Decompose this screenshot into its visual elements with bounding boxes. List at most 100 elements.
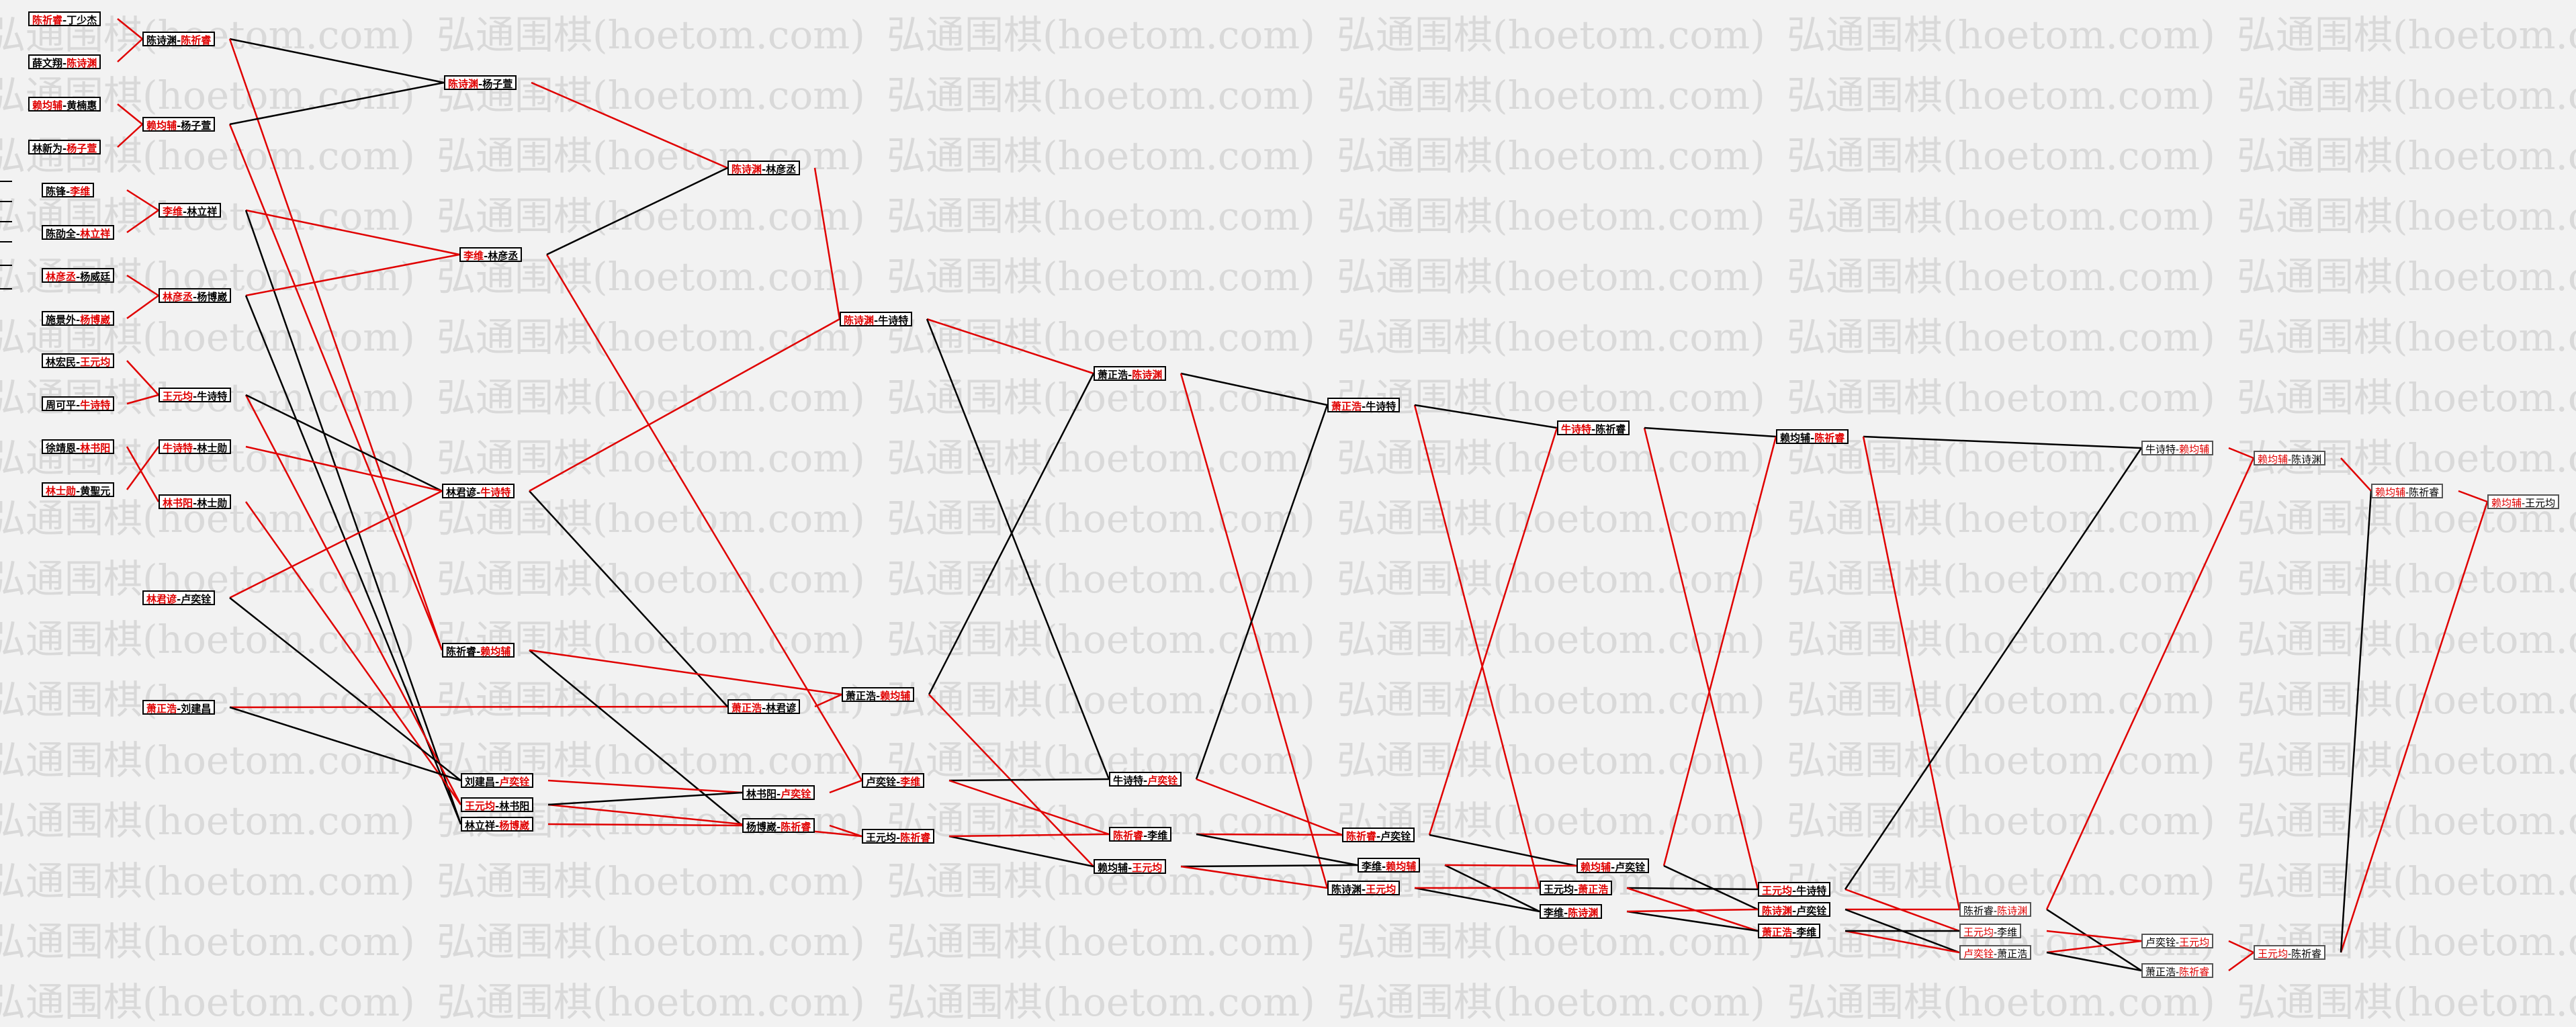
player-a-name: 赖均辅 [2258,453,2289,465]
player-b-name: 牛诗特 [878,314,909,326]
loser-path-line [2340,490,2372,953]
player-b-name: 黄聖元 [80,485,111,497]
player-a-name: 萧正浩 [1331,400,1362,412]
player-a-name: 陈诗渊 [1762,905,1793,917]
player-b-name: 杨子萱 [66,142,97,154]
winner-path-line [117,103,143,125]
winner-path-line [2045,457,2255,910]
separator: - [177,703,181,715]
separator: - [1611,861,1615,873]
separator: - [62,57,67,69]
match-node: 王元均-牛诗特 [1758,882,1831,897]
match-node: 刘建昌-卢奕铨 [461,773,534,788]
winner-path-line [2228,940,2254,954]
match-node: 王元均-萧正浩 [1540,881,1613,895]
loser-path-line [529,490,728,707]
match-node: 周可平-牛诗特 [42,396,115,411]
player-b-name: 赖均辅 [2179,443,2210,455]
loser-path-line [1429,834,1577,867]
player-b-name: 陈祈睿 [1814,432,1845,444]
player-a-name: 林君谚 [446,486,477,498]
player-b-name: 林书阳 [499,800,530,812]
match-node: 牛诗特-林士勋 [159,439,232,454]
player-a-name: 牛诗特 [2145,443,2176,455]
loser-path-line [1195,404,1329,780]
separator: - [1792,905,1797,917]
winner-path-line [1180,865,1328,889]
separator: - [2288,948,2292,960]
match-node: 陈祈睿-陈诗渊 [1959,902,2032,917]
player-b-name: 陈祈睿 [2291,948,2322,960]
winner-path-line [1444,864,1577,867]
loser-path-line [229,597,461,781]
player-a-name: 萧正浩 [146,703,177,715]
winner-path-line [813,167,841,320]
match-node: 牛诗特-卢奕铨 [1109,772,1182,787]
separator: - [193,390,197,402]
match-node: 陈锋-李维 [42,183,95,197]
separator: - [1994,905,1998,917]
loser-path-line [2046,908,2142,972]
winner-path-line [1626,908,1759,913]
player-a-name: 李维 [1362,860,1382,873]
loser-path-line [1844,447,2143,890]
player-b-name: 赖均辅 [480,645,511,658]
winner-path-line [245,501,462,805]
player-b-name: 李维 [900,776,921,788]
loser-path-line [229,706,461,782]
match-node: 萧正浩-林君谚 [727,699,801,714]
winner-path-line [547,779,743,794]
player-a-name: 陈祈睿 [446,645,477,658]
separator: - [874,314,879,326]
player-a-name: 陈祈睿 [1113,830,1144,842]
match-node: 萧正浩-牛诗特 [1327,398,1401,412]
winner-path-line [1428,427,1558,836]
player-a-name: 林书阳 [746,788,777,800]
player-a-name: 萧正浩 [1098,369,1128,381]
separator: - [177,120,181,132]
winner-path-line [948,779,1110,836]
separator: - [1362,400,1366,412]
player-b-name: 王元均 [2179,936,2210,948]
separator: - [177,34,181,46]
player-b-name: 萧正浩 [1997,948,2028,960]
player-a-name: 陈诗渊 [146,34,177,46]
player-a-name: 王元均 [465,800,496,812]
player-b-name: 林彦丞 [766,163,797,175]
match-node: 林新为-杨子萱 [28,140,101,154]
match-node: 陈祈睿-丁少杰 [28,11,101,26]
loser-path-line [1414,404,1558,429]
player-b-name: 刘建昌 [181,703,212,715]
player-a-name: 萧正浩 [2145,966,2176,978]
winner-path-line [529,318,840,492]
winner-path-line [228,38,443,651]
player-a-name: 陈祈睿 [1346,830,1377,842]
player-a-name: 赖均辅 [146,120,177,132]
match-node: 林宏民-王元均 [42,353,115,368]
winner-path-line [1662,436,1777,866]
player-a-name: 周可平 [46,399,77,411]
loser-path-line [1626,887,1759,891]
separator: - [1591,423,1596,435]
player-a-name: 萧正浩 [846,690,877,702]
winner-path-line [2340,501,2489,953]
separator: - [193,497,197,509]
player-a-name: 王元均 [1963,926,1994,938]
separator: - [1994,948,1998,960]
separator: - [76,442,81,454]
player-b-name: 陈祈睿 [1595,423,1626,435]
loser-path-line [229,38,445,84]
winner-path-line [126,209,159,234]
player-a-name: 萧正浩 [731,702,762,714]
player-a-name: 林宏民 [46,356,77,368]
match-node: 牛诗特-赖均辅 [2141,441,2214,455]
winner-path-line [126,394,159,405]
separator: - [76,228,81,240]
match-node: 赖均辅-陈诗渊 [2254,451,2326,465]
winner-path-line [1845,930,1960,954]
player-b-name: 赖均辅 [1386,860,1417,873]
separator: - [2288,453,2292,465]
separator: - [1574,883,1579,895]
separator: - [478,78,483,90]
